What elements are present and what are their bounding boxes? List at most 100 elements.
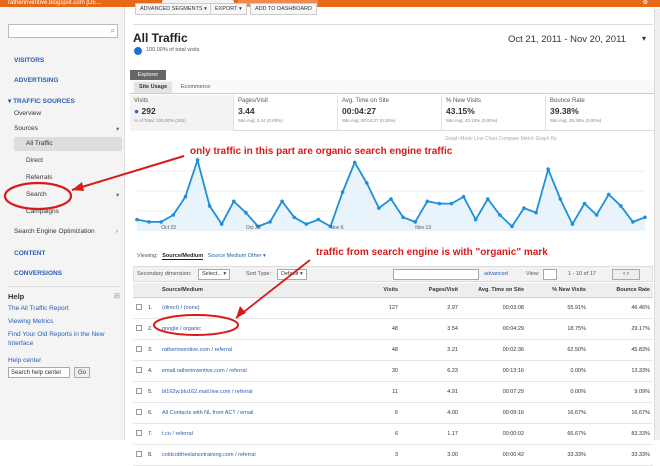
chart-point[interactable] bbox=[280, 199, 284, 204]
sidebar-item-direct[interactable]: Direct bbox=[26, 157, 43, 164]
row-source-link[interactable]: bl162w.blu162.mail.live.com / referral bbox=[159, 381, 359, 403]
sidebar-item-campaigns[interactable]: Campaigns bbox=[26, 208, 59, 215]
row-source-link[interactable]: ratherinventive.com / referral bbox=[159, 339, 359, 361]
dimension-options[interactable]: Source Medium Other ▾ bbox=[207, 253, 266, 259]
sidebar-search-input[interactable]: ⌕ bbox=[8, 24, 118, 38]
export-button[interactable]: EXPORT ▾ bbox=[210, 3, 247, 15]
collapse-icon[interactable]: ⊟ bbox=[114, 293, 120, 300]
metric-visits[interactable]: Visits ● 292 % of Total: 100.00% (292) bbox=[130, 95, 234, 131]
sidebar-item-traffic-sources[interactable]: ▾ TRAFFIC SOURCES bbox=[8, 98, 75, 105]
chart-point[interactable] bbox=[340, 190, 345, 194]
table-row[interactable]: 5. bl162w.blu162.mail.live.com / referral… bbox=[133, 381, 653, 403]
chart-point[interactable] bbox=[413, 220, 418, 224]
metric-pages-visit[interactable]: Pages/Visit 3.44 Site Avg: 3.44 (0.00%) bbox=[234, 95, 338, 131]
chart-point[interactable] bbox=[558, 197, 563, 201]
chart-point[interactable] bbox=[171, 213, 176, 217]
pager-buttons[interactable]: ‹ › bbox=[612, 269, 640, 280]
chart-point[interactable] bbox=[473, 217, 478, 222]
sidebar-item-visitors[interactable]: VISITORS bbox=[14, 57, 45, 64]
chart-point[interactable] bbox=[147, 220, 151, 224]
row-source-link[interactable]: email.ratherinventive.com / referral bbox=[159, 360, 359, 382]
row-checkbox[interactable] bbox=[136, 408, 142, 415]
chart-point[interactable] bbox=[316, 217, 321, 222]
chart-point[interactable] bbox=[304, 222, 309, 226]
sidebar-item-referrals[interactable]: Referrals bbox=[26, 174, 53, 181]
chart-point[interactable] bbox=[195, 158, 200, 162]
header-new-visits[interactable]: % New Visits bbox=[527, 283, 589, 298]
chart-point[interactable] bbox=[244, 210, 248, 215]
chevron-down-icon[interactable]: ▾ bbox=[116, 126, 120, 133]
chart-point[interactable] bbox=[631, 220, 635, 224]
sidebar-item-search[interactable]: Search bbox=[26, 191, 47, 198]
chart-point[interactable] bbox=[643, 215, 647, 220]
row-checkbox[interactable] bbox=[136, 387, 142, 394]
sidebar-item-content[interactable]: CONTENT bbox=[14, 250, 46, 257]
help-link[interactable]: Interface bbox=[8, 340, 34, 347]
chart-point[interactable] bbox=[135, 217, 139, 222]
chevron-down-icon[interactable]: ▾ bbox=[116, 192, 120, 199]
graph-mode-options[interactable]: Graph Mode Line Chart Compare Metric Gra… bbox=[445, 136, 557, 142]
gear-icon[interactable]: ⚙ bbox=[642, 0, 648, 6]
table-row[interactable]: 4. email.ratherinventive.com / referral 30… bbox=[133, 360, 653, 382]
table-row[interactable]: 3. ratherinventive.com / referral 48 3.21 00… bbox=[133, 339, 653, 361]
view-select[interactable] bbox=[543, 269, 557, 280]
sidebar-item-conversions[interactable]: CONVERSIONS bbox=[14, 270, 63, 277]
row-checkbox[interactable] bbox=[136, 429, 142, 436]
chart-point[interactable] bbox=[594, 213, 599, 217]
chart-point[interactable] bbox=[268, 220, 272, 224]
chart-point[interactable] bbox=[534, 210, 538, 215]
chart-point[interactable] bbox=[546, 167, 550, 172]
advanced-filter-link[interactable]: advanced bbox=[484, 271, 508, 277]
help-link[interactable]: Find Your Old Reports in the New bbox=[8, 331, 105, 338]
header-pages-visit[interactable]: Pages/Visit bbox=[401, 283, 461, 298]
table-row[interactable]: 7. t.co / referral 6 1.17 00:00:02 66.67% 83.3… bbox=[133, 423, 653, 445]
tab-explorer[interactable]: Explorer bbox=[130, 70, 166, 80]
chart-point[interactable] bbox=[582, 201, 587, 206]
help-link[interactable]: The All Traffic Report bbox=[8, 305, 69, 312]
sidebar-item-sources[interactable]: Sources bbox=[14, 125, 38, 132]
chart-point[interactable] bbox=[437, 201, 442, 206]
chart-point[interactable] bbox=[183, 194, 188, 199]
sidebar-item-overview[interactable]: Overview bbox=[14, 110, 42, 117]
chart-point[interactable] bbox=[232, 199, 236, 204]
chart-point[interactable] bbox=[449, 201, 454, 206]
metric-new-visits[interactable]: % New Visits 43.15% Site Avg: 43.15% (0.… bbox=[442, 95, 546, 131]
header-avg-time[interactable]: Avg. Time on Site bbox=[461, 283, 527, 298]
tab-site-usage[interactable]: Site Usage bbox=[134, 82, 173, 93]
chart-point[interactable] bbox=[498, 213, 502, 217]
chart-point[interactable] bbox=[619, 204, 623, 208]
chart-point[interactable] bbox=[328, 224, 333, 229]
chart-point[interactable] bbox=[425, 199, 430, 204]
chart-point[interactable] bbox=[292, 215, 296, 220]
chart-point[interactable] bbox=[401, 215, 405, 220]
dimension-source-medium[interactable]: Source/Medium bbox=[162, 253, 204, 260]
help-link[interactable]: Viewing Metrics bbox=[8, 318, 54, 325]
header-visits[interactable]: Visits bbox=[359, 283, 401, 298]
tab-ecommerce[interactable]: Ecommerce bbox=[181, 84, 211, 90]
date-range-picker[interactable]: Oct 21, 2011 - Nov 20, 2011 bbox=[508, 34, 626, 45]
table-row[interactable]: 8. coldcottfreelancetraining.com / referr… bbox=[133, 444, 653, 466]
chart-point[interactable] bbox=[365, 181, 369, 185]
chart-point[interactable] bbox=[219, 222, 224, 226]
help-center-link[interactable]: Help center bbox=[8, 357, 42, 364]
row-checkbox[interactable] bbox=[136, 366, 142, 373]
chevron-down-icon[interactable]: ▾ bbox=[642, 34, 647, 43]
metric-avg-time[interactable]: Avg. Time on Site 00:04:27 Site Avg: 00:… bbox=[338, 95, 442, 131]
table-filter-input[interactable] bbox=[393, 269, 479, 280]
metric-bounce-rate[interactable]: Bounce Rate 39.38% Site Avg: 39.38% (0.0… bbox=[546, 95, 650, 131]
scrollbar[interactable] bbox=[654, 9, 660, 440]
chart-point[interactable] bbox=[377, 206, 381, 210]
table-row[interactable]: 1. (direct) / (none) 127 2.97 00:03:08 55.91%… bbox=[133, 297, 653, 319]
row-checkbox[interactable] bbox=[136, 450, 142, 457]
row-source-link[interactable]: coldcottfreelancetraining.com / referral bbox=[159, 444, 359, 466]
header-source-medium[interactable]: Source/Medium bbox=[159, 283, 359, 298]
table-row[interactable]: 6. All Contacts with NL from ACT / email 6… bbox=[133, 402, 653, 424]
secondary-dimension-select[interactable]: Select... ▾ bbox=[198, 269, 231, 280]
account-selector[interactable]: ratherinventive.blogspot.com [DE... bbox=[8, 0, 102, 6]
sidebar-item-advertising[interactable]: ADVERTISING bbox=[14, 77, 59, 84]
sidebar-item-seo[interactable]: Search Engine Optimization bbox=[14, 228, 95, 235]
go-button[interactable]: Go bbox=[74, 367, 90, 378]
chart-point[interactable] bbox=[352, 160, 357, 165]
chart-point[interactable] bbox=[570, 222, 575, 226]
row-checkbox[interactable] bbox=[136, 345, 142, 352]
